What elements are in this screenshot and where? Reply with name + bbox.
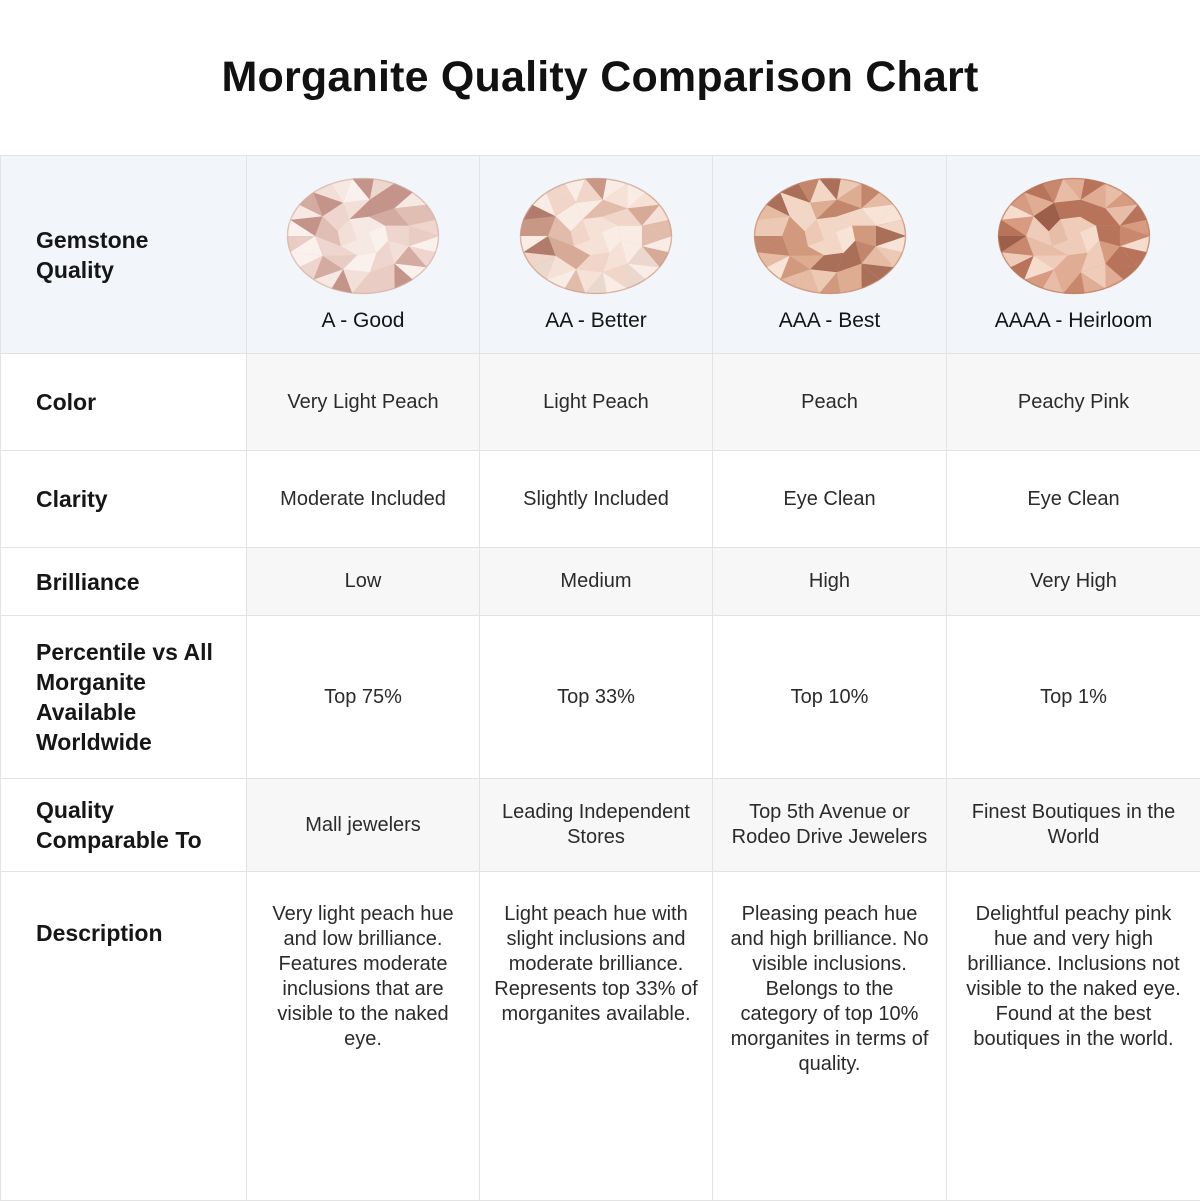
cell-description-a-good: Very light peach hue and low brilliance.… [247,872,480,1201]
row-label-description: Description [1,872,247,1201]
cell-brilliance-aaa-best: High [713,548,947,616]
grade-column-aaa-best: AAA - Best [713,156,947,354]
grade-label-aaaa-heirloom: AAAA - Heirloom [994,309,1153,332]
row-label-color: Color [1,354,247,451]
cell-comparable-a-good: Mall jewelers [247,779,480,872]
row-label-clarity-text: Clarity [36,486,108,512]
grade-label-aaa-best: AAA - Best [778,309,881,332]
cell-color-a-good: Very Light Peach [247,354,480,451]
cell-color-aaa-best: Peach [713,354,947,451]
cell-clarity-aaaa-heirloom: Eye Clean [947,451,1200,548]
cell-comparable-aa-better: Leading Independent Stores [480,779,713,872]
cell-brilliance-aa-better: Medium [480,548,713,616]
gem-image-a-good [285,176,441,296]
row-label-brilliance: Brilliance [1,548,247,616]
row-label-color-text: Color [36,389,97,415]
gem-image-aaa-best [752,176,908,296]
grade-column-aaaa-heirloom: AAAA - Heirloom [947,156,1200,354]
row-label-percentile-text: Percentile vs All Morganite Available Wo… [36,639,213,755]
cell-color-aa-better: Light Peach [480,354,713,451]
row-label-quality-comparable-text: Quality Comparable To [36,797,202,853]
cell-description-aaa-best: Pleasing peach hue and high brilliance. … [713,872,947,1201]
gem-image-aaaa-heirloom [996,176,1152,296]
grade-column-a-good: A - Good [247,156,480,354]
description-aaaa-heirloom-text: Delightful peachy pink hue and very high… [966,903,1181,1050]
cell-brilliance-aaaa-heirloom: Very High [947,548,1200,616]
cell-clarity-a-good: Moderate Included [247,451,480,548]
description-aa-better-text: Light peach hue with slight inclusions a… [494,903,698,1025]
cell-comparable-aaaa-heirloom: Finest Boutiques in the World [947,779,1200,872]
grade-label-aa-better: AA - Better [545,309,647,332]
cell-brilliance-a-good: Low [247,548,480,616]
cell-color-aaaa-heirloom: Peachy Pink [947,354,1200,451]
description-a-good-text: Very light peach hue and low brilliance.… [272,903,454,1050]
corner-header-label: Gemstone Quality [36,226,149,283]
cell-percentile-aa-better: Top 33% [480,616,713,779]
gem-image-aa-better [518,176,674,296]
description-aaa-best-text: Pleasing peach hue and high brilliance. … [730,903,929,1075]
cell-description-aa-better: Light peach hue with slight inclusions a… [480,872,713,1201]
row-label-brilliance-text: Brilliance [36,568,140,595]
corner-header-gemstone-quality: Gemstone Quality [1,156,247,354]
cell-clarity-aa-better: Slightly Included [480,451,713,548]
grade-label-a-good: A - Good [321,309,405,332]
cell-clarity-aaa-best: Eye Clean [713,451,947,548]
cell-percentile-aaa-best: Top 10% [713,616,947,779]
cell-comparable-aaa-best: Top 5th Avenue or Rodeo Drive Jewelers [713,779,947,872]
row-label-quality-comparable: Quality Comparable To [1,779,247,872]
cell-description-aaaa-heirloom: Delightful peachy pink hue and very high… [947,872,1200,1201]
comparison-table: Gemstone Quality A - Good AA - Better AA… [0,155,1200,1201]
cell-percentile-a-good: Top 75% [247,616,480,779]
row-label-description-text: Description [36,920,163,946]
row-label-clarity: Clarity [1,451,247,548]
cell-percentile-aaaa-heirloom: Top 1% [947,616,1200,779]
page-title: Morganite Quality Comparison Chart [221,53,979,101]
grade-column-aa-better: AA - Better [480,156,713,354]
row-label-percentile: Percentile vs All Morganite Available Wo… [1,616,247,779]
